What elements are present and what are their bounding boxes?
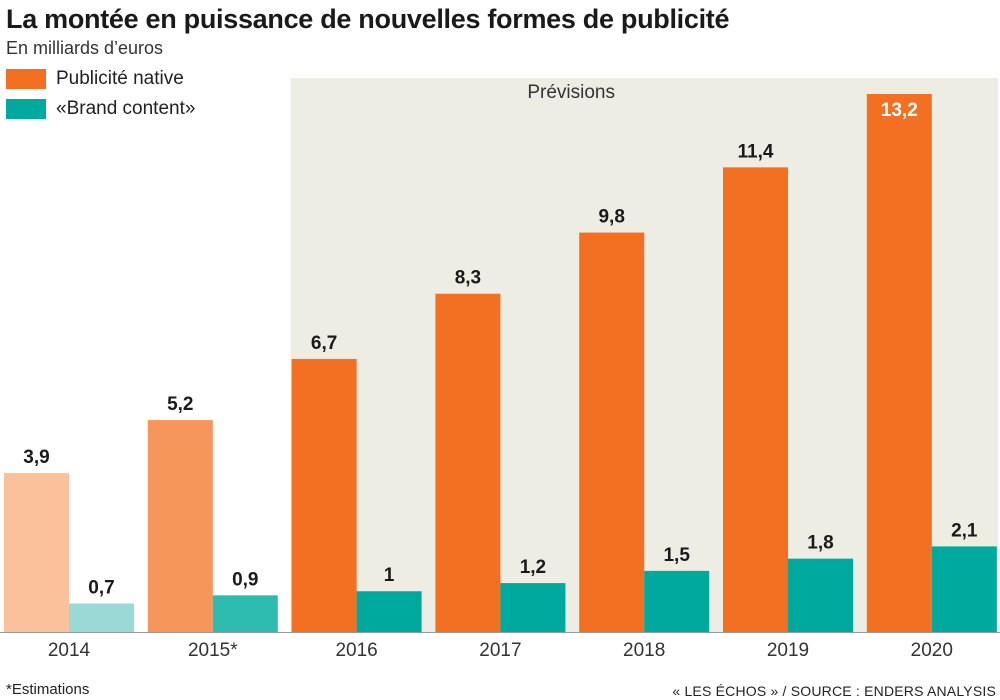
x-tick-2016: 2016: [335, 640, 377, 661]
x-tick-2020: 2020: [911, 640, 953, 661]
forecast-label: Prévisions: [527, 82, 615, 103]
data-label-native-2020: 13,2: [881, 100, 918, 121]
x-tick-2019: 2019: [767, 640, 809, 661]
data-label-native-2016: 6,7: [311, 333, 337, 354]
bar-brand-2020: [931, 546, 997, 632]
legend-label-native: Publicité native: [56, 68, 184, 89]
bar-native-2015*: [147, 420, 213, 632]
bar-native-2014: [4, 473, 69, 632]
source-credit: « LES ÉCHOS » / SOURCE : ENDERS ANALYSIS: [672, 683, 996, 699]
data-label-brand-2016: 1: [384, 565, 395, 586]
data-label-native-2015*: 5,2: [167, 394, 193, 415]
bar-brand-2018: [644, 570, 710, 632]
x-tick-2018: 2018: [623, 640, 665, 661]
bar-native-2020: [866, 94, 932, 632]
bar-native-2018: [579, 232, 645, 633]
chart-subtitle: En milliards d’euros: [6, 38, 164, 58]
data-label-brand-2018: 1,5: [663, 545, 690, 566]
legend: Publicité native «Brand content»: [6, 64, 195, 124]
bar-brand-2017: [500, 583, 566, 632]
legend-swatch-native: [6, 69, 46, 89]
bar-brand-2019: [788, 558, 853, 632]
legend-swatch-brand: [6, 99, 46, 119]
bar-native-2016: [291, 358, 357, 632]
footnote: *Estimations: [6, 681, 90, 698]
x-axis-ticks: 2014 2015* 2016 2017 2018 2019 2020: [48, 640, 953, 661]
data-label-native-2017: 8,3: [455, 268, 481, 289]
legend-item-brand: «Brand content»: [6, 94, 195, 124]
bar-brand-2016: [356, 591, 422, 632]
data-label-brand-2015*: 0,9: [232, 569, 258, 590]
bars-group: 3,9 0,7 5,2 0,9 6,7 1 8,3 1,2 9,8 1,5 11,4 1,8 13,2 2…: [4, 94, 997, 633]
bar-brand-2014: [69, 603, 134, 632]
data-label-native-2014: 3,9: [23, 447, 49, 468]
data-label-brand-2014: 0,7: [88, 577, 114, 598]
x-tick-2017: 2017: [479, 640, 521, 661]
legend-label-brand: «Brand content»: [56, 98, 196, 119]
x-tick-2014: 2014: [48, 640, 91, 661]
bar-native-2019: [723, 167, 788, 632]
x-tick-2015*: 2015*: [188, 640, 238, 661]
bar-brand-2015*: [212, 595, 278, 632]
bar-native-2017: [435, 293, 501, 632]
data-label-brand-2017: 1,2: [520, 557, 546, 578]
chart-title: La montée en puissance de nouvelles form…: [6, 4, 730, 34]
legend-item-native: Publicité native: [6, 64, 195, 94]
data-label-brand-2020: 2,1: [951, 520, 978, 541]
data-label-brand-2019: 1,8: [807, 533, 833, 554]
data-label-native-2018: 9,8: [598, 207, 624, 228]
data-label-native-2019: 11,4: [738, 141, 774, 162]
